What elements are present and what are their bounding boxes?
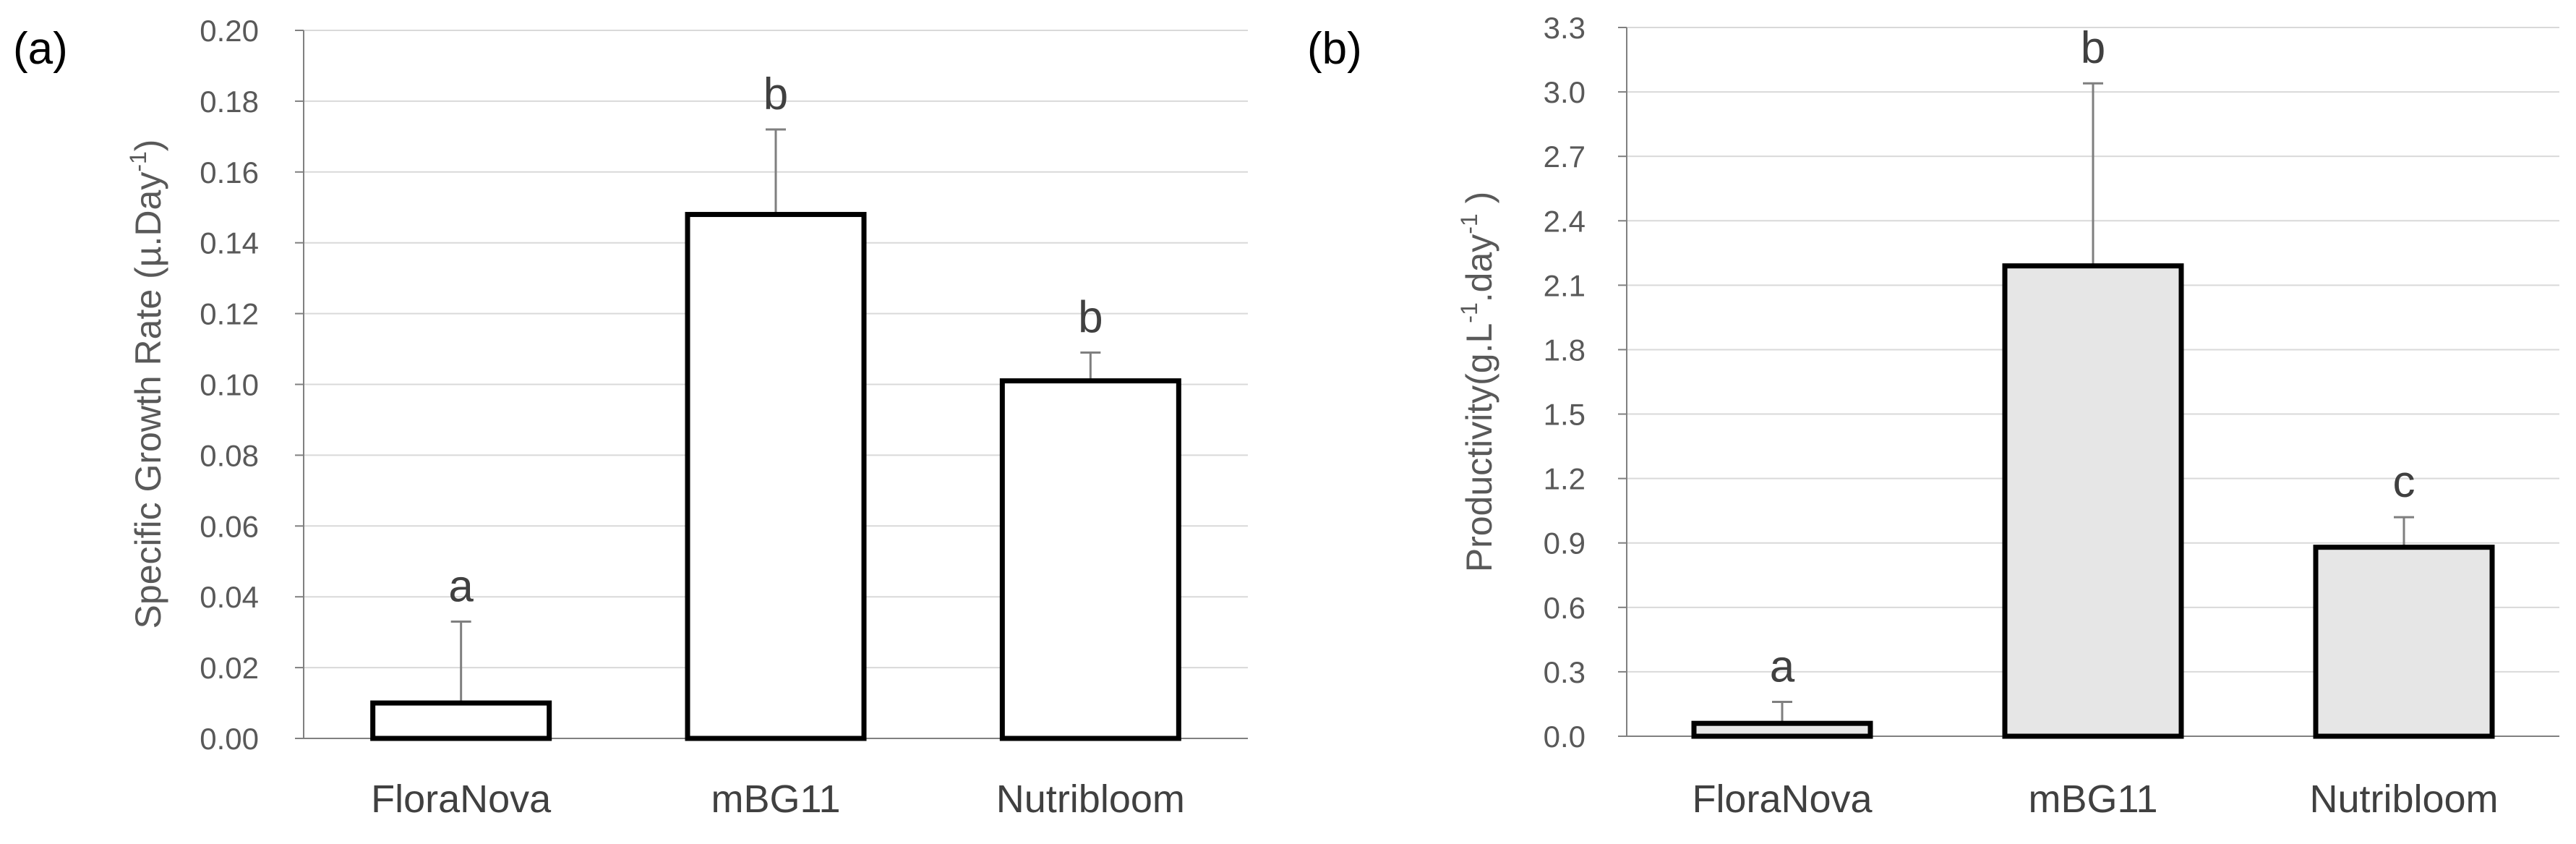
bar (999, 378, 1181, 741)
chart-panel-a: (a) 0.00 0.02 0.04 0.06 0.08 0.10 0.12 0.14 0.16 0… (13, 14, 1248, 821)
significance-letter: a (448, 561, 474, 611)
x-category-label: FloraNova (371, 777, 552, 821)
y-tick-label: 0.08 (200, 438, 259, 472)
y-axis-title-part: Productivity(g.L (1459, 323, 1499, 573)
y-axis-title-superscript: -1 (125, 151, 151, 171)
bar (2002, 263, 2184, 739)
y-axis-title-part: ) (1459, 192, 1499, 214)
y-axis-title: Specific Growth Rate (µ.Day-1) (125, 140, 168, 629)
x-category-label: FloraNova (1692, 777, 1873, 821)
y-tick-label: 0.9 (1544, 527, 1586, 560)
y-tick-label: 0.18 (200, 85, 259, 119)
x-category-label: Nutribloom (2309, 777, 2498, 821)
x-category-label: mBG11 (711, 777, 840, 821)
y-tick-label: 0.02 (200, 651, 259, 685)
y-tick-label: 2.4 (1544, 204, 1586, 238)
y-tick-label: 0.14 (200, 226, 259, 260)
y-tick-label: 0.04 (200, 580, 259, 614)
bar (2313, 545, 2495, 739)
y-tick-label: 1.8 (1544, 333, 1586, 367)
significance-letter: b (1078, 292, 1103, 342)
y-tick-label: 0.12 (200, 297, 259, 331)
y-tick-label: 3.0 (1544, 75, 1586, 109)
bar (685, 212, 867, 741)
y-axis-title-superscript: -1 (1456, 213, 1482, 234)
y-axis-title-part: Specific Growth Rate (µ.Day (128, 172, 168, 629)
y-axis-title-part: ) (128, 140, 168, 152)
y-axis-title: Productivity(g.L-1.day-1 ) (1456, 192, 1499, 573)
bar (370, 700, 552, 741)
y-tick-label: 2.1 (1544, 268, 1586, 302)
x-category-label: mBG11 (2028, 777, 2157, 821)
y-tick-label: 0.16 (200, 155, 259, 189)
y-axis-title-part: .day (1459, 234, 1499, 303)
x-category-label: Nutribloom (996, 777, 1185, 821)
chart-panel-b: (b) 0.0 0.3 0.6 0.9 1.2 1.5 1.8 2.1 2.4 2.7 3.0 3.3 a… (1307, 11, 2559, 821)
y-tick-label: 0.6 (1544, 591, 1586, 625)
y-tick-label: 1.5 (1544, 398, 1586, 432)
y-tick-label: 2.7 (1544, 140, 1586, 174)
y-axis-title-superscript: -1 (1456, 302, 1482, 323)
significance-letter: c (2393, 457, 2415, 507)
y-tick-label: 0.20 (200, 14, 259, 48)
y-tick-label: 0.00 (200, 722, 259, 756)
y-tick-label: 0.06 (200, 509, 259, 543)
significance-letter: a (1770, 641, 1795, 691)
significance-letter: b (2081, 23, 2105, 73)
significance-letter: b (763, 69, 788, 119)
panel-label: (a) (13, 24, 68, 74)
y-tick-label: 3.3 (1544, 11, 1586, 45)
y-tick-label: 0.0 (1544, 720, 1586, 754)
panel-label: (b) (1307, 24, 1362, 74)
y-tick-label: 0.10 (200, 368, 259, 402)
bar (1691, 720, 1873, 739)
y-tick-label: 1.2 (1544, 462, 1586, 496)
y-tick-label: 0.3 (1544, 655, 1586, 689)
